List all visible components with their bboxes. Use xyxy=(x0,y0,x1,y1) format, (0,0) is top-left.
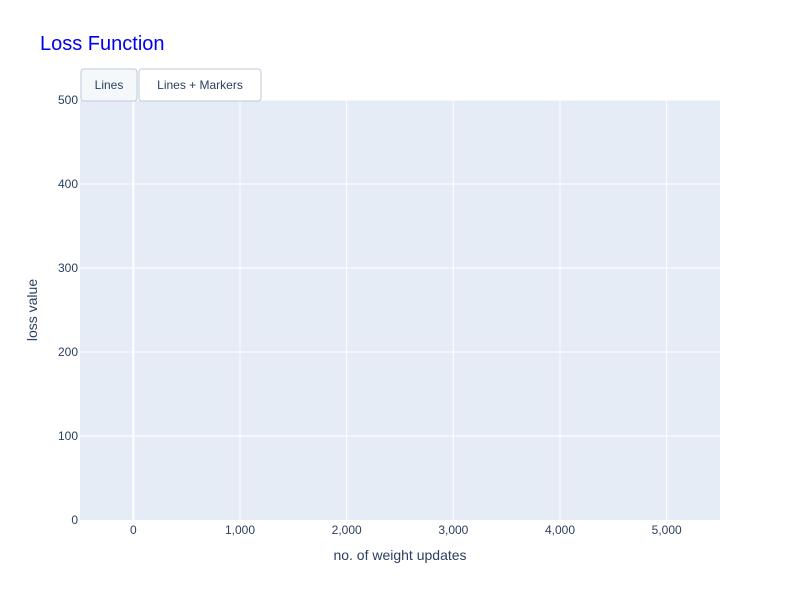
x-tick-label: 1,000 xyxy=(225,523,255,537)
x-tick-label: 3,000 xyxy=(438,523,468,537)
x-axis: 0 1,000 2,000 3,000 4,000 5,000 xyxy=(130,523,682,537)
lines-mode-button[interactable]: Lines xyxy=(80,68,138,102)
lines-markers-mode-button[interactable]: Lines + Markers xyxy=(138,68,262,102)
y-tick-label: 200 xyxy=(58,345,78,359)
y-axis: 0 100 200 300 400 500 xyxy=(58,93,78,527)
y-tick-label: 300 xyxy=(58,261,78,275)
lines-mode-button-label[interactable]: Lines xyxy=(95,78,124,92)
x-tick-label: 2,000 xyxy=(332,523,362,537)
lines-markers-mode-button-label[interactable]: Lines + Markers xyxy=(157,78,243,92)
plot-area[interactable] xyxy=(80,100,720,520)
x-tick-label: 5,000 xyxy=(652,523,682,537)
x-axis-title: no. of weight updates xyxy=(333,547,466,563)
y-tick-label: 500 xyxy=(58,93,78,107)
lines-markers-mode-button-frame[interactable] xyxy=(138,68,262,102)
x-tick-label: 4,000 xyxy=(545,523,575,537)
mode-button-group: Lines Lines + Markers xyxy=(80,68,262,102)
x-tick-label: 0 xyxy=(130,523,137,537)
y-axis-title: loss value xyxy=(24,279,40,341)
y-tick-label: 100 xyxy=(58,429,78,443)
lines-mode-button-frame[interactable] xyxy=(80,68,138,102)
y-tick-label: 400 xyxy=(58,177,78,191)
chart-title: Loss Function xyxy=(40,33,165,55)
y-tick-label: 0 xyxy=(71,513,78,527)
